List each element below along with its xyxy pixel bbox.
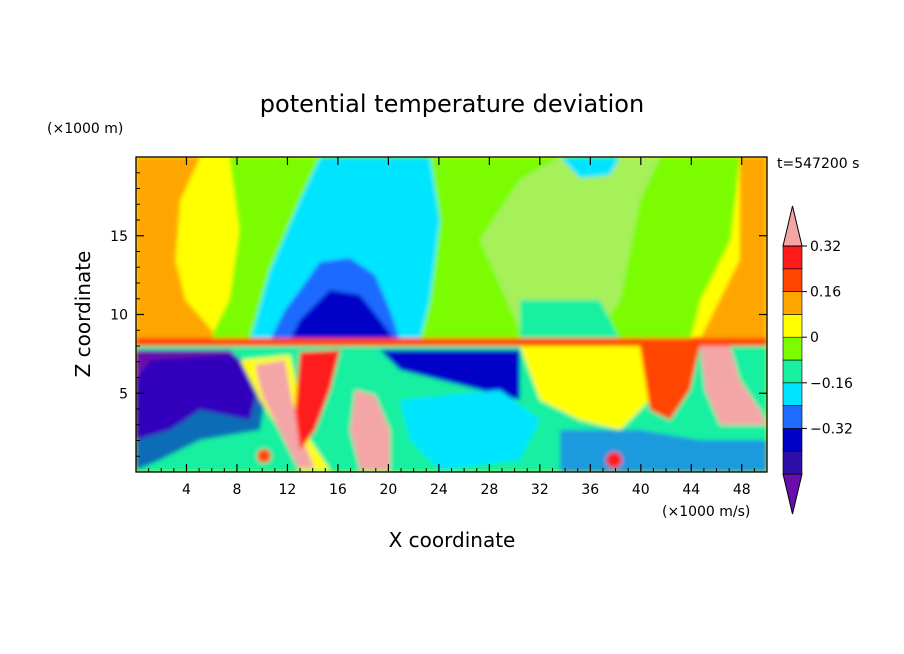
y-axis-label: Z coordinate	[71, 251, 95, 378]
lower-right-mixed-warm	[520, 346, 650, 430]
colorbar-band	[782, 314, 803, 338]
upper-left-warm-band	[136, 157, 220, 340]
colorbar-band	[782, 428, 803, 452]
x-tick-label: 20	[379, 482, 397, 498]
lower-mid-cyan	[400, 390, 540, 470]
y-tick-label: 10	[110, 308, 128, 324]
colorbar: 0.32 0.16 0 −0.16 −0.32	[782, 205, 853, 515]
colorbar-band	[782, 336, 803, 361]
lower-right-pink	[700, 346, 767, 425]
warm-spot-right	[606, 452, 622, 468]
x-tick-label: 36	[581, 482, 599, 498]
x-tick-label: 32	[531, 482, 549, 498]
warm-spot-left	[257, 449, 271, 463]
upper-top-green-light	[480, 157, 660, 340]
x-tick-label: 40	[632, 482, 650, 498]
colorbar-tick-label: 0	[810, 330, 819, 346]
upper-cyan-patch	[520, 300, 620, 340]
x-tick-label: 24	[430, 482, 448, 498]
y-tick-label: 15	[110, 229, 128, 245]
top-cyan-patch	[560, 157, 620, 178]
x-tick-label: 28	[480, 482, 498, 498]
y-unit-label: (×1000 m)	[47, 121, 123, 137]
time-label: t=547200 s	[777, 156, 859, 172]
colorbar-band	[782, 268, 803, 292]
central-navy-plume	[290, 290, 395, 340]
upper-right-warm	[700, 157, 767, 340]
colorbar-band	[782, 291, 803, 315]
chart-title: potential temperature deviation	[260, 90, 644, 118]
x-tick-label: 8	[232, 482, 241, 498]
x-tick-label: 16	[329, 482, 347, 498]
lower-warm-plume-b	[295, 350, 340, 450]
colorbar-tick-label: 0.16	[810, 285, 841, 301]
colorbar-tick-label: −0.32	[810, 421, 853, 437]
colorbar-band	[782, 450, 803, 475]
contour-field	[136, 157, 767, 472]
colorbar-tick-label: 0.32	[810, 239, 841, 255]
x-axis-label: X coordinate	[389, 528, 516, 552]
x-axis-ticks: 4 8 12 16 20 24 28 32 36 40 44 48	[148, 157, 755, 498]
colorbar-tick-label: −0.16	[810, 376, 853, 392]
lower-right-red	[640, 346, 700, 420]
x-unit-label: (×1000 m/s)	[662, 504, 750, 520]
interface-band	[136, 338, 767, 346]
y-tick-label: 5	[119, 386, 128, 402]
colorbar-extend-low	[782, 473, 803, 515]
x-tick-label: 44	[682, 482, 700, 498]
colorbar-band	[782, 382, 803, 406]
colorbar-extend-high	[782, 205, 803, 247]
y-axis-ticks: 5 10 15	[110, 172, 767, 457]
colorbar-band	[782, 245, 803, 270]
lower-warm-plume-c	[350, 390, 390, 470]
x-tick-label: 12	[279, 482, 297, 498]
lower-mid-blue-swirl	[380, 350, 520, 400]
x-tick-label: 48	[733, 482, 751, 498]
x-tick-label: 4	[182, 482, 191, 498]
colorbar-band	[782, 359, 803, 384]
colorbar-band	[782, 405, 803, 429]
lower-blue-band	[136, 355, 270, 470]
